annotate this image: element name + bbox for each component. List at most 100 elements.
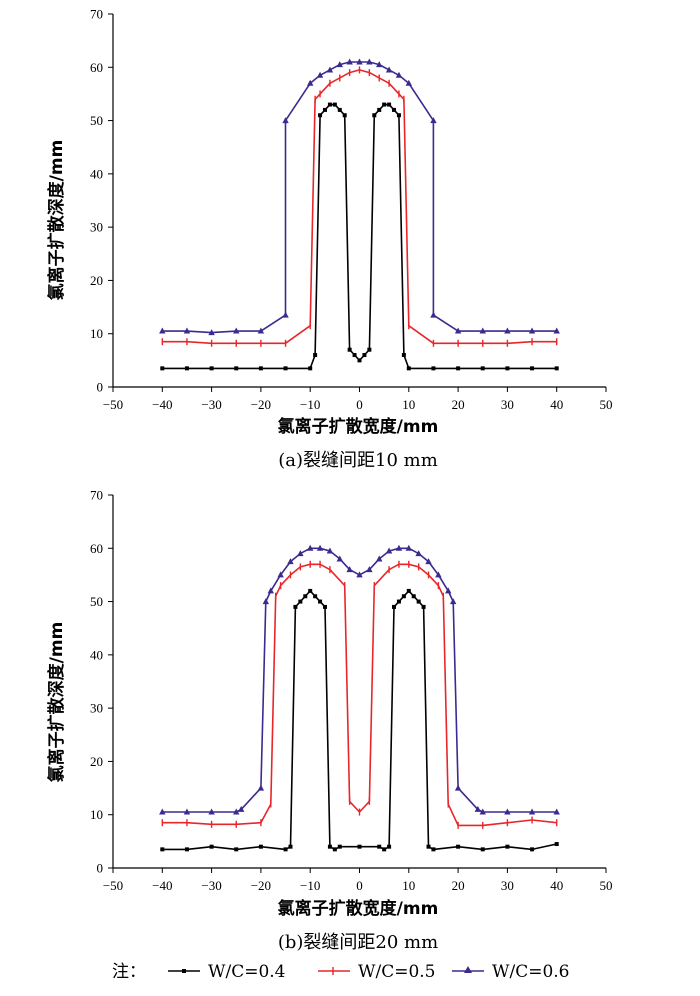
chart-b-point-wc04	[392, 604, 397, 609]
chart-a-point-wc06	[257, 327, 265, 334]
chart-b-point-wc06	[257, 784, 265, 791]
chart-a-point-wc04	[332, 102, 337, 107]
chart-b-point-wc04	[293, 604, 298, 609]
chart-a-point-wc06	[454, 327, 462, 334]
chart-a-x-tick-label: 50	[600, 397, 613, 412]
chart-a-series-wc05	[161, 66, 558, 347]
chart-a-point-wc06	[430, 311, 437, 318]
chart-b-x-tick-label: 10	[402, 878, 415, 893]
chart-b-point-wc04	[387, 844, 392, 849]
chart-a-xlabel: 氯离子扩散宽度/mm	[278, 416, 439, 437]
chart-a-point-wc04	[554, 366, 559, 371]
chart-a-y-tick-label: 50	[90, 113, 103, 128]
chart-a-line-wc05	[162, 69, 557, 345]
chart-a-point-wc06	[307, 79, 314, 86]
chart-b-y-tick-label: 40	[90, 647, 103, 662]
chart-b-point-wc04	[327, 844, 332, 849]
chart-a-point-wc06	[395, 71, 403, 78]
chart-a-point-wc04	[392, 107, 397, 112]
chart-b-point-wc06	[425, 558, 432, 565]
chart-a-point-wc04	[184, 366, 189, 371]
chart-b-series-wc05	[161, 560, 558, 829]
legend-item-wc05: W/C=0.5	[318, 962, 436, 982]
chart-a-y-tick-label: 10	[90, 326, 103, 341]
chart-a-point-wc06	[385, 66, 393, 73]
chart-b-point-wc04	[396, 599, 401, 604]
chart-b-point-wc04	[480, 847, 485, 852]
chart-a: −50 −40 −30 −20 −10 0 10 20 30 40 50 0 10 20 30 40 50 60 7…	[46, 7, 613, 472]
chart-b-point-wc04	[322, 604, 327, 609]
chart-b-point-wc04	[313, 594, 318, 599]
chart-b-point-wc06	[553, 808, 560, 815]
chart-a-point-wc04	[387, 102, 392, 107]
chart-b-point-wc06	[336, 555, 343, 562]
chart-b-point-wc04	[298, 599, 303, 604]
chart-b-point-wc06	[159, 808, 166, 815]
chart-a-x-tick-label: −50	[103, 397, 123, 412]
chart-b-y-tick-label: 20	[90, 754, 103, 769]
chart-b-y-tick-label: 30	[90, 701, 103, 716]
chart-a-point-wc04	[406, 366, 411, 371]
chart-a-point-wc04	[357, 358, 362, 363]
chart-a-point-wc06	[356, 58, 363, 65]
chart-b-point-wc04	[377, 844, 382, 849]
chart-a-point-wc04	[234, 366, 239, 371]
chart-a-x-tick-label: 0	[356, 397, 363, 412]
chart-b-point-wc04	[426, 844, 431, 849]
chart-a-point-wc06	[405, 79, 412, 86]
chart-a-y-tick-label: 0	[97, 380, 104, 395]
chart-a-point-wc06	[504, 327, 511, 334]
chart-a-series-wc06	[159, 58, 560, 336]
chart-a-x-tick-label: −10	[300, 397, 320, 412]
chart-a-line-wc04	[162, 103, 557, 370]
chart-b-x-tick-label: −30	[201, 878, 221, 893]
chart-b-point-wc04	[318, 599, 323, 604]
chart-b-point-wc06	[297, 550, 304, 557]
chart-b-point-wc04	[505, 844, 510, 849]
chart-b-point-wc06	[366, 566, 373, 573]
chart-b-x-tick-label: −40	[152, 878, 172, 893]
chart-b-point-wc04	[184, 847, 189, 852]
chart-b-point-wc04	[406, 588, 411, 593]
chart-a-point-wc04	[209, 366, 214, 371]
chart-b-x-tick-label: 40	[550, 878, 563, 893]
legend-marker-wc06	[464, 966, 472, 973]
chart-a-point-wc04	[347, 347, 352, 352]
chart-b-point-wc06	[385, 547, 393, 554]
chart-a-point-wc06	[553, 327, 560, 334]
chart-b-point-wc06	[208, 808, 215, 815]
chart-a-point-wc04	[337, 107, 342, 112]
chart-b-point-wc06	[528, 808, 536, 815]
chart-b-x-tick-label: 30	[501, 878, 514, 893]
chart-a-x-tick-label: 40	[550, 397, 563, 412]
chart-a-point-wc06	[528, 327, 536, 334]
chart-b-point-wc04	[303, 594, 308, 599]
chart-a-point-wc04	[283, 366, 288, 371]
chart-a-point-wc04	[401, 353, 406, 358]
chart-b-point-wc06	[479, 808, 486, 815]
chart-a-y-tick-label: 40	[90, 166, 103, 181]
chart-b-point-wc04	[234, 847, 239, 852]
chart-b-line-wc05	[162, 563, 557, 827]
chart-b-ylabel: 氯离子扩散深度/mm	[46, 622, 67, 783]
chart-b-point-wc06	[287, 558, 294, 565]
chart-a-point-wc04	[362, 353, 367, 358]
chart-b-point-wc06	[415, 550, 422, 557]
chart-b-point-wc04	[209, 844, 214, 849]
chart-b-caption: (b)裂缝间距20 mm	[278, 932, 438, 953]
chart-b-x-tick-label: −50	[103, 878, 123, 893]
chart-a-point-wc06	[233, 327, 240, 334]
chart-a-point-wc04	[505, 366, 510, 371]
chart-a-point-wc04	[160, 366, 165, 371]
chart-b-point-wc06	[326, 547, 334, 554]
chart-b-xlabel: 氯离子扩散宽度/mm	[278, 898, 439, 919]
legend-label-wc06: W/C=0.6	[492, 962, 570, 982]
chart-b-y-tick-label: 60	[90, 541, 103, 556]
chart-a-point-wc06	[282, 311, 289, 318]
chart-a-point-wc04	[342, 113, 347, 118]
chart-a-point-wc06	[282, 117, 289, 124]
chart-a-y-tick-label: 20	[90, 273, 103, 288]
chart-a-point-wc04	[308, 366, 313, 371]
chart-b-y-tick-label: 50	[90, 594, 103, 609]
chart-b-axes: −50 −40 −30 −20 −10 0 10 20 30 40 50 0 10 20 30 40 50 60 7…	[90, 488, 613, 894]
